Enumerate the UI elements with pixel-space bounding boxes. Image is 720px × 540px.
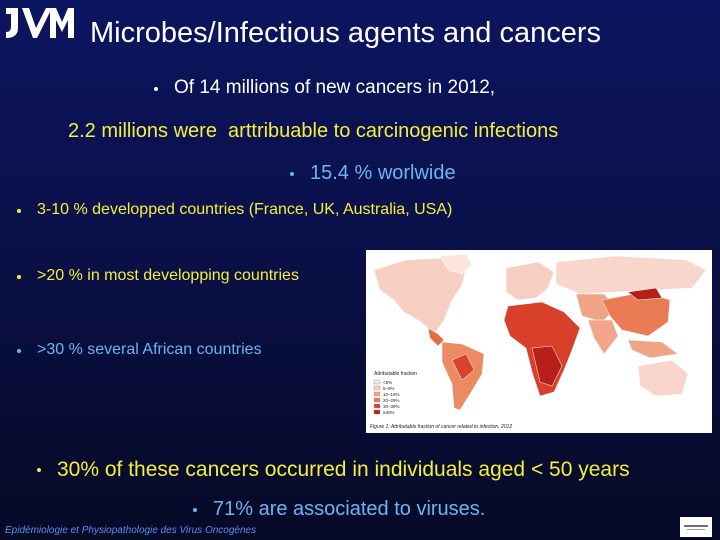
bullet-text: Of 14 millions of new cancers in 2012,: [153, 77, 496, 98]
legend-label: ≥40%: [383, 410, 394, 415]
legend-label: 5–9%: [383, 386, 395, 391]
title: Microbes/Infectious agents and cancers: [90, 17, 601, 49]
map-shapes: [373, 253, 707, 411]
bullet-text: >30 % several African countries: [17, 341, 262, 358]
bullet-text: 3-10 % developped countries (France, UK,…: [16, 201, 453, 218]
legend-title: Attributable fraction: [374, 371, 417, 377]
bullet-text: >20 % in most developping countries: [17, 267, 299, 284]
legend-label: 30–39%: [383, 404, 400, 409]
footer: Epidémiologie et Physiopathologie des Vi…: [5, 525, 257, 536]
legend-label: 20–29%: [383, 398, 400, 403]
institution-logo: [680, 517, 712, 537]
legend-swatches: [373, 379, 381, 415]
text-line: 2.2 millions were arttribuable to carcin…: [68, 120, 559, 142]
legend-label: <5%: [383, 380, 392, 385]
bullet-text: 30% of these cancers occurred in individ…: [37, 458, 630, 481]
bullet-text: 71% are associated to viruses.: [192, 498, 486, 520]
bullet-text: 15.4 % worlwide: [290, 162, 456, 184]
logo: [6, 8, 74, 38]
figure-caption: Figure 1: Attributable fraction of cance…: [370, 424, 512, 430]
world-map-figure: Attributable fraction <5% 5–9% 10–19% 20…: [366, 250, 712, 433]
legend-label: 10–19%: [383, 392, 400, 397]
